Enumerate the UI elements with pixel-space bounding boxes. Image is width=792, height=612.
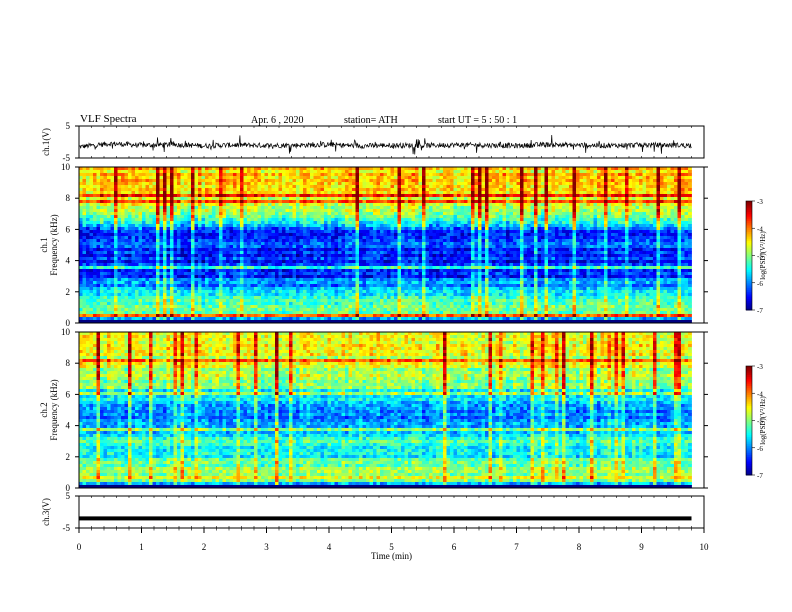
y-axis-label: ch.1: [39, 237, 49, 252]
colorbar-tick-label: -7: [757, 307, 763, 315]
colorbar-tick-label: -6: [757, 445, 763, 453]
x-axis: 0 1 2 3 4 5 6 7 8 9 10 Time (min): [77, 528, 709, 561]
y-axis-label: ch.1(V): [41, 128, 51, 156]
y-tick-label: 10: [61, 162, 71, 172]
x-tick-label: 6: [452, 542, 457, 552]
x-tick-label: 7: [514, 542, 519, 552]
chart-title: VLF Spectra: [80, 113, 137, 125]
x-tick-label: 3: [264, 542, 269, 552]
y-tick-label: -5: [63, 153, 71, 163]
spectrogram-cells: [79, 167, 692, 324]
x-tick-label: 0: [77, 542, 82, 552]
y-axis-label: ch.2: [39, 402, 49, 417]
x-tick-label: 10: [700, 542, 710, 552]
colorbar-tick-label: -4: [757, 390, 763, 398]
date-label: Apr. 6 , 2020: [251, 115, 304, 126]
x-tick-label: 9: [639, 542, 644, 552]
y-tick-label: 4: [66, 256, 71, 266]
colorbar-label: log(PSD)(V²/Hz): [759, 396, 767, 445]
colorbar-tick-label: -6: [757, 280, 763, 288]
x-tick-label: 2: [202, 542, 207, 552]
y-tick-label: 8: [66, 358, 71, 368]
y-tick-label: 2: [66, 452, 71, 462]
y-tick-label: 5: [66, 491, 71, 501]
y-axis-label: ch.3(V): [41, 498, 51, 526]
spectrogram-cells: [79, 332, 692, 489]
x-tick-label: 1: [139, 542, 144, 552]
y-tick-label: -5: [63, 523, 71, 533]
y-axis-label: Frequency (kHz): [49, 379, 59, 440]
colorbar: -3 -4 -5 -6 -7 log(PSD)(V²/Hz): [745, 198, 767, 315]
colorbar: -3 -4 -5 -6 -7 log(PSD)(V²/Hz): [745, 363, 767, 480]
colorbar-tick-label: -4: [757, 225, 763, 233]
y-axis-label: Frequency (kHz): [49, 214, 59, 275]
x-tick-label: 8: [577, 542, 582, 552]
spectrogram-ch2-panel: 0 2 4 6 8 10 ch.2 Frequency (kHz) -3 -4 -5 -6 -7 log(…: [39, 327, 767, 493]
colorbar-label: log(PSD)(V²/Hz): [759, 231, 767, 280]
y-tick-label: 5: [66, 121, 71, 131]
colorbar-tick-label: -3: [757, 198, 763, 206]
spectrogram-ch1-panel: 0 2 4 6 8 10 ch.1 Frequency (kHz) -3 -4 -5 -6 -7 log(…: [39, 162, 767, 328]
colorbar-tick-label: -5: [757, 418, 763, 426]
waveform-ch3-panel: 5 -5 ch.3(V): [41, 491, 705, 533]
x-tick-label: 5: [389, 542, 394, 552]
y-tick-label: 6: [66, 389, 71, 399]
colorbar-tick-label: -3: [757, 363, 763, 371]
x-tick-label: 4: [327, 542, 332, 552]
y-tick-label: 10: [61, 327, 71, 337]
x-axis-label: Time (min): [371, 551, 412, 561]
y-tick-label: 0: [66, 318, 71, 328]
waveform-trace: [79, 516, 692, 521]
y-tick-label: 2: [66, 287, 71, 297]
waveform-trace: [78, 135, 692, 155]
waveform-ch1-panel: 5 -5 ch.1(V): [41, 121, 705, 163]
y-tick-label: 4: [66, 421, 71, 431]
y-tick-label: 0: [66, 483, 71, 493]
start-time-label: start UT = 5 : 50 : 1: [438, 115, 518, 126]
colorbar-tick-label: -7: [757, 472, 763, 480]
y-tick-label: 8: [66, 193, 71, 203]
y-tick-label: 6: [66, 224, 71, 234]
station-label: station= ATH: [344, 115, 398, 126]
colorbar-tick-label: -5: [757, 253, 763, 261]
